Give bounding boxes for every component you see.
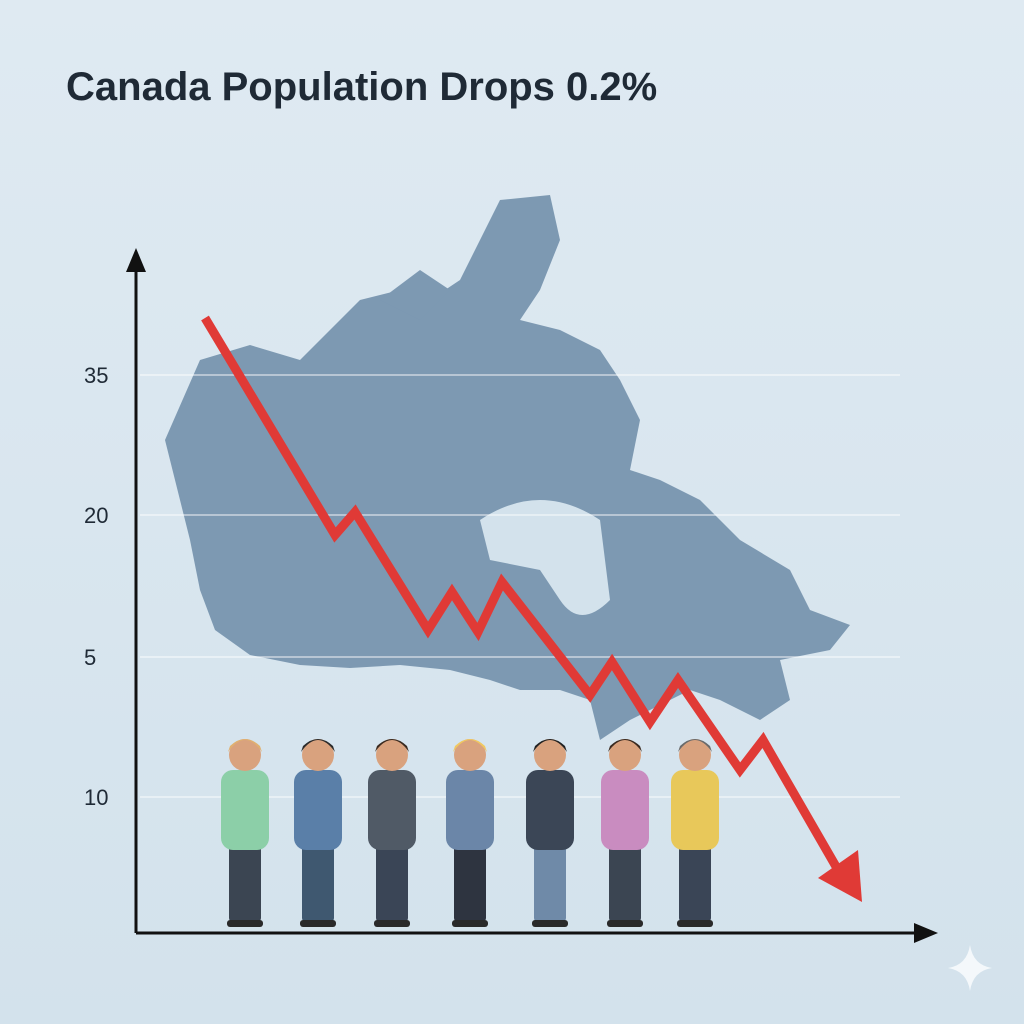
shoes — [374, 920, 410, 927]
head — [376, 739, 408, 771]
torso — [368, 770, 416, 850]
hair — [228, 739, 262, 752]
canada-map — [165, 195, 850, 740]
hair — [453, 739, 487, 752]
x-axis-arrow — [914, 923, 938, 943]
torso — [671, 770, 719, 850]
head — [229, 739, 261, 771]
legs — [302, 840, 334, 922]
torso — [446, 770, 494, 850]
legs — [679, 840, 711, 922]
person — [526, 739, 574, 927]
hair — [678, 739, 712, 752]
y-axis-arrow — [126, 248, 146, 272]
hair — [301, 739, 335, 752]
head — [454, 739, 486, 771]
person — [671, 739, 719, 927]
torso — [526, 770, 574, 850]
title: Canada Population Drops 0.2% — [66, 65, 657, 109]
axis-label: 20 — [84, 503, 108, 528]
trend-arrow — [201, 315, 842, 873]
shoes — [607, 920, 643, 927]
person — [294, 739, 342, 927]
arrow-head — [818, 850, 862, 902]
axis-label: 10 — [84, 785, 108, 810]
person — [221, 739, 269, 927]
people — [221, 739, 719, 927]
torso — [601, 770, 649, 850]
shoes — [532, 920, 568, 927]
legs — [454, 840, 486, 922]
shoes — [300, 920, 336, 927]
head — [679, 739, 711, 771]
head — [609, 739, 641, 771]
head — [302, 739, 334, 771]
person — [368, 739, 416, 927]
legs — [376, 840, 408, 922]
legs — [229, 840, 261, 922]
hair — [375, 739, 409, 752]
legs — [609, 840, 641, 922]
head — [534, 739, 566, 771]
hair — [533, 739, 567, 752]
shoes — [227, 920, 263, 927]
axis-label: 5 — [84, 645, 96, 670]
person — [601, 739, 649, 927]
torso — [294, 770, 342, 850]
shoes — [677, 920, 713, 927]
axis-labels: 35 20 5 10 — [84, 363, 108, 810]
person — [446, 739, 494, 927]
legs — [534, 840, 566, 922]
axis-label: 35 — [84, 363, 108, 388]
sparkle — [948, 945, 992, 991]
shoes — [452, 920, 488, 927]
torso — [221, 770, 269, 850]
hair — [608, 739, 642, 752]
axes — [134, 265, 920, 935]
